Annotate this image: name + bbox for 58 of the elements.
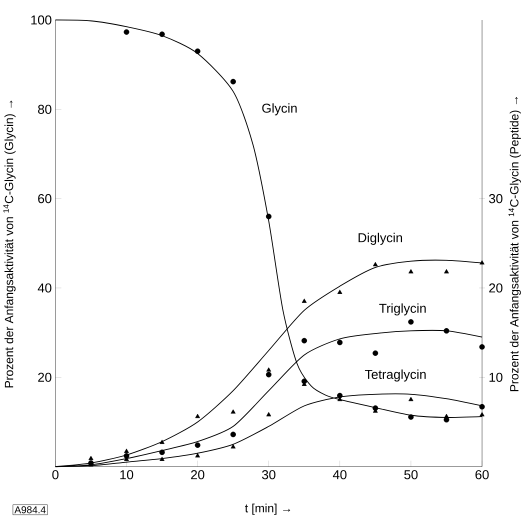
point bbox=[266, 367, 272, 372]
y2-tick-label: 30 bbox=[489, 194, 502, 204]
point bbox=[159, 31, 165, 38]
point bbox=[408, 319, 414, 325]
y-tick-label: 80 bbox=[38, 104, 52, 114]
y-tick-label: 40 bbox=[38, 283, 52, 293]
y2-tick-label: 20 bbox=[489, 283, 502, 293]
point bbox=[266, 214, 272, 220]
series-label: Triglycin bbox=[379, 303, 426, 316]
x-tick-label: 50 bbox=[404, 470, 418, 480]
text: A984.4 bbox=[14, 506, 46, 514]
series-label: Tetraglycin bbox=[364, 369, 426, 382]
point bbox=[195, 414, 200, 418]
point bbox=[88, 456, 94, 460]
point bbox=[124, 448, 129, 453]
point bbox=[302, 298, 307, 303]
point bbox=[408, 414, 414, 420]
series-label: Glycin bbox=[262, 103, 297, 116]
point bbox=[230, 432, 236, 438]
y2-tick-label: 10 bbox=[490, 372, 502, 382]
y-axis-title: Prozent der Anfangsaktivität von $^{14}$C-Glycin (Glycin) → bbox=[3, 100, 16, 388]
point bbox=[480, 412, 484, 416]
point bbox=[160, 440, 164, 444]
point bbox=[408, 396, 414, 402]
point bbox=[480, 260, 484, 264]
point bbox=[266, 412, 272, 416]
point bbox=[444, 414, 449, 418]
point bbox=[372, 350, 378, 356]
y2-axis-title: Prozent der Anfangsaktivität von $^{14}$C-Glycin (Peptide) → bbox=[508, 96, 521, 392]
point bbox=[230, 78, 236, 84]
y-tick-label: 100 bbox=[31, 15, 52, 25]
point bbox=[230, 444, 236, 448]
series-label: Diglycin bbox=[358, 232, 402, 245]
x-tick-label: 0 bbox=[52, 470, 58, 480]
point bbox=[159, 450, 165, 456]
point bbox=[372, 262, 378, 266]
point bbox=[337, 290, 342, 294]
point bbox=[444, 328, 450, 334]
point bbox=[301, 338, 308, 344]
point bbox=[337, 340, 343, 346]
x-tick-label: 30 bbox=[262, 470, 276, 480]
x-axis-title: t [min] → bbox=[245, 504, 290, 515]
point bbox=[230, 409, 236, 414]
x-tick-label: 20 bbox=[191, 470, 204, 480]
point bbox=[194, 442, 200, 448]
point bbox=[408, 269, 414, 274]
point bbox=[444, 269, 449, 274]
point bbox=[124, 29, 130, 35]
point bbox=[266, 372, 272, 378]
point bbox=[194, 48, 200, 54]
point bbox=[195, 453, 200, 458]
y-tick-label: 60 bbox=[38, 194, 52, 204]
point bbox=[479, 344, 485, 350]
y-tick-label: 20 bbox=[38, 372, 52, 382]
point bbox=[160, 456, 164, 461]
x-tick-label: 60 bbox=[475, 470, 489, 480]
x-tick-label: 10 bbox=[120, 470, 134, 480]
x-tick-label: 40 bbox=[332, 470, 347, 480]
